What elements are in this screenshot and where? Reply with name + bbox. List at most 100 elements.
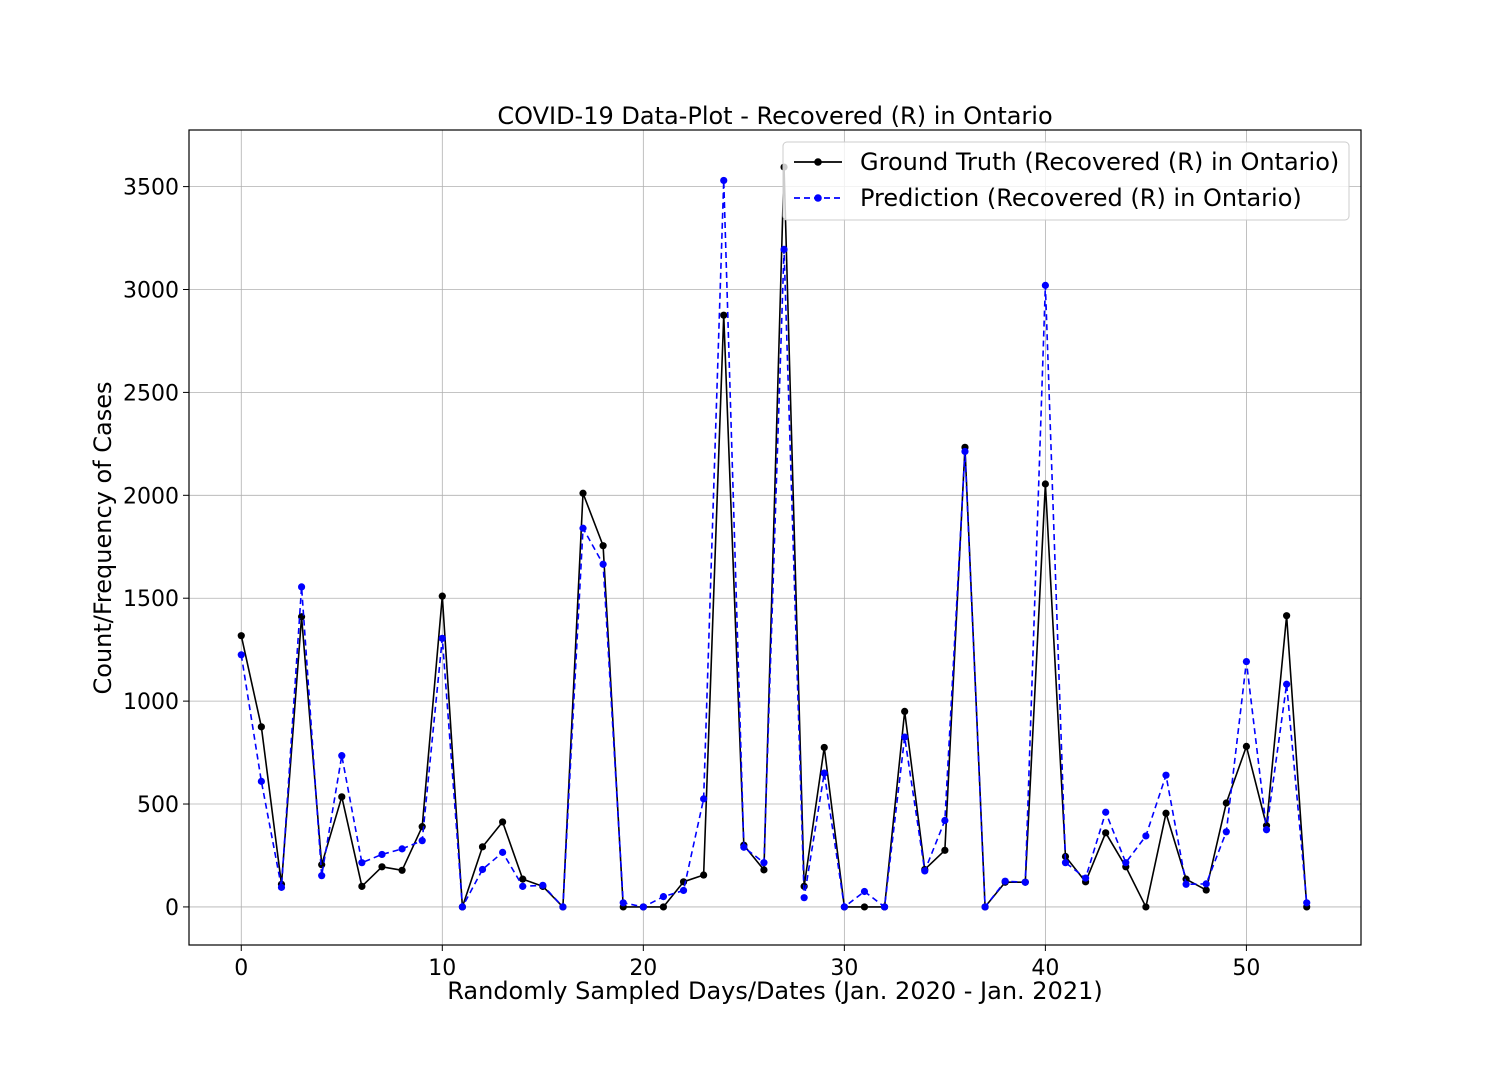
y-tick-label: 2500 <box>123 381 179 406</box>
y-tick-label: 0 <box>165 896 179 921</box>
x-tick-label: 20 <box>629 956 657 981</box>
data-point-prediction <box>639 903 647 911</box>
data-point-prediction <box>338 752 346 760</box>
x-axis-label: Randomly Sampled Days/Dates (Jan. 2020 -… <box>447 977 1103 1005</box>
data-point-prediction <box>1021 878 1029 886</box>
data-point-ground-truth <box>519 875 527 883</box>
data-point-prediction <box>1001 877 1009 885</box>
data-point-prediction <box>1122 859 1130 867</box>
data-point-ground-truth <box>599 542 607 550</box>
data-point-ground-truth <box>860 903 869 911</box>
data-point-ground-truth <box>418 823 426 831</box>
data-point-ground-truth <box>237 632 245 640</box>
data-point-prediction <box>559 903 567 911</box>
data-point-ground-truth <box>820 743 828 752</box>
data-point-prediction <box>438 634 446 642</box>
data-point-prediction <box>1202 880 1210 888</box>
data-point-prediction <box>901 733 909 741</box>
data-point-ground-truth <box>1182 875 1190 883</box>
data-point-prediction <box>1142 832 1150 840</box>
data-point-prediction <box>921 867 929 875</box>
data-point-ground-truth <box>478 843 487 851</box>
legend-marker-prediction <box>814 194 822 202</box>
data-point-prediction <box>880 903 889 911</box>
y-tick-label: 1500 <box>123 587 179 612</box>
data-point-prediction <box>418 837 426 845</box>
data-point-prediction <box>579 524 587 532</box>
data-point-ground-truth <box>1222 799 1230 807</box>
x-tick-label: 0 <box>234 956 248 981</box>
y-tick-label: 1000 <box>123 690 179 715</box>
y-tick-label: 3000 <box>123 279 179 304</box>
data-point-ground-truth <box>941 846 949 854</box>
data-point-prediction <box>740 843 748 851</box>
data-point-prediction <box>378 850 386 859</box>
chart-title: COVID-19 Data-Plot - Recovered (R) in On… <box>497 102 1052 130</box>
data-point-prediction <box>1102 808 1110 816</box>
data-point-prediction <box>277 883 286 891</box>
data-point-prediction <box>1041 281 1049 289</box>
legend: Ground Truth (Recovered (R) in Ontario) … <box>782 141 1350 221</box>
data-point-prediction <box>599 560 607 568</box>
plot-frame <box>188 129 1362 946</box>
data-point-prediction <box>237 651 245 659</box>
data-point-prediction <box>519 882 527 890</box>
data-point-ground-truth <box>1142 903 1150 911</box>
data-point-ground-truth <box>1162 809 1170 817</box>
data-point-prediction <box>1162 771 1170 779</box>
data-point-ground-truth <box>1242 742 1251 750</box>
data-point-prediction <box>358 859 366 867</box>
legend-marker-ground-truth <box>814 158 822 166</box>
data-point-ground-truth <box>499 818 507 826</box>
data-point-ground-truth <box>378 863 386 871</box>
data-point-ground-truth <box>579 489 587 497</box>
data-point-prediction <box>318 872 326 880</box>
data-point-prediction <box>1303 899 1311 907</box>
y-tick-label: 2000 <box>123 484 179 509</box>
data-point-ground-truth <box>1283 612 1291 620</box>
data-point-ground-truth <box>1041 480 1049 488</box>
data-point-prediction <box>941 816 949 825</box>
data-point-ground-truth <box>1202 886 1210 894</box>
data-point-prediction <box>1262 826 1271 834</box>
data-point-prediction <box>619 899 627 907</box>
data-point-ground-truth <box>358 882 366 890</box>
data-point-ground-truth <box>398 866 406 874</box>
data-point-prediction <box>257 777 265 785</box>
data-point-prediction <box>800 894 808 902</box>
data-point-ground-truth <box>257 723 265 731</box>
y-axis-label: Count/Frequency of Cases <box>89 382 117 695</box>
y-tick-label: 500 <box>137 793 179 818</box>
data-point-prediction <box>961 447 969 456</box>
x-tick-label: 40 <box>1031 956 1059 981</box>
data-point-prediction <box>820 769 828 777</box>
data-point-prediction <box>840 903 848 911</box>
x-tick-label: 10 <box>428 956 456 981</box>
legend-box <box>782 141 1350 221</box>
data-point-prediction <box>679 886 688 895</box>
data-point-prediction <box>780 245 788 253</box>
data-point-prediction <box>1283 680 1291 688</box>
data-point-prediction <box>659 893 668 901</box>
data-point-prediction <box>860 887 869 896</box>
legend-label-prediction: Prediction (Recovered (R) in Ontario) <box>860 184 1302 212</box>
data-point-ground-truth <box>760 866 768 874</box>
data-point-prediction <box>499 848 507 856</box>
y-tick-label: 3500 <box>123 176 179 201</box>
data-point-prediction <box>458 903 466 911</box>
data-point-prediction <box>1081 874 1090 882</box>
data-point-prediction <box>1182 880 1190 888</box>
data-point-prediction <box>1242 658 1251 666</box>
series-line-ground-truth <box>240 166 1308 908</box>
data-point-prediction <box>720 176 728 185</box>
series-line-prediction <box>240 179 1308 908</box>
data-point-ground-truth <box>901 707 909 716</box>
data-point-prediction <box>760 859 768 867</box>
data-point-prediction <box>1061 859 1070 867</box>
data-point-ground-truth <box>438 592 446 600</box>
data-point-ground-truth <box>700 871 708 879</box>
x-tick-label: 50 <box>1232 956 1260 981</box>
x-tick-label: 30 <box>830 956 858 981</box>
